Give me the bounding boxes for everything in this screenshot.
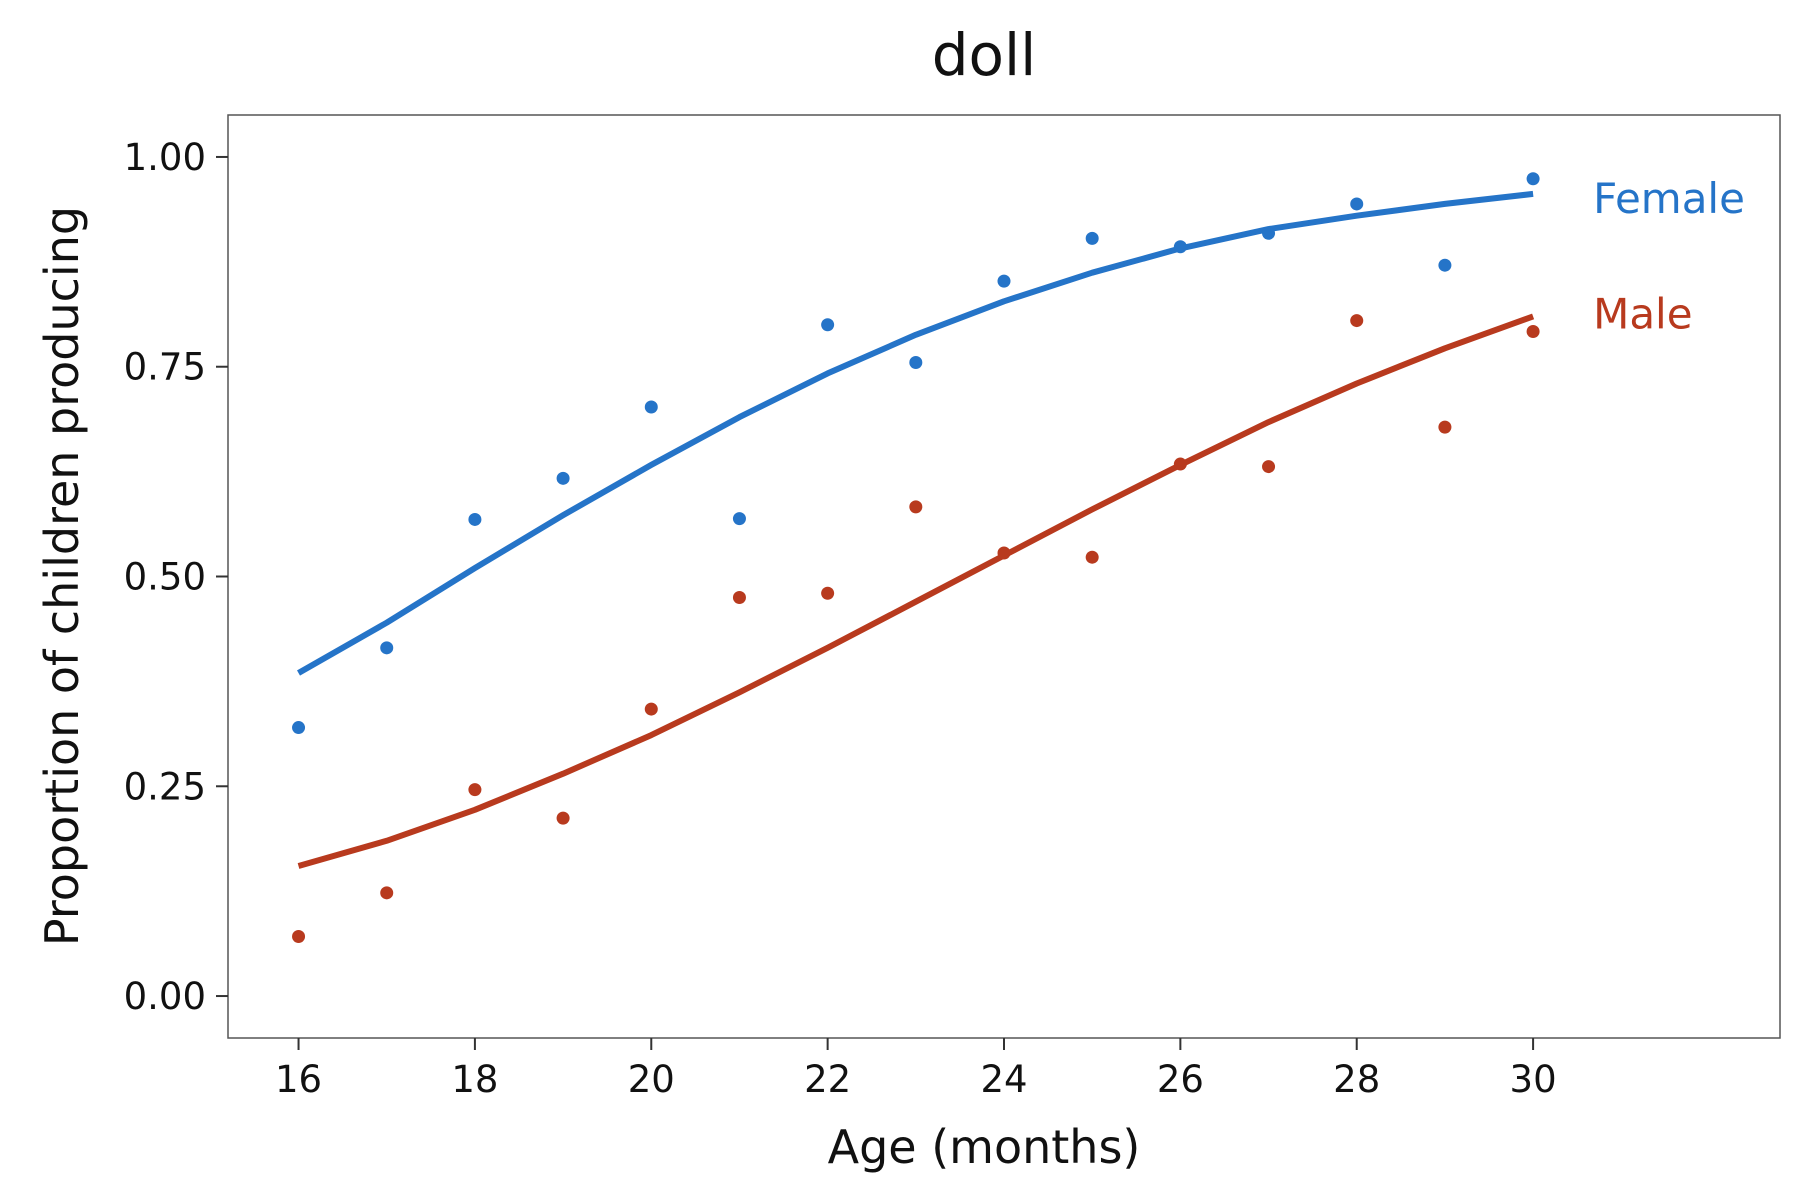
y-tick-label: 0.00	[124, 975, 206, 1018]
female-data-point	[1262, 226, 1276, 240]
male-data-point	[380, 886, 394, 900]
male-data-point	[821, 586, 835, 600]
y-tick-label: 1.00	[124, 136, 206, 179]
y-tick-label: 0.50	[124, 556, 206, 599]
x-tick-label: 16	[275, 1058, 322, 1101]
male-data-point	[909, 500, 923, 514]
male-data-point	[997, 546, 1011, 560]
male-data-point	[1085, 550, 1099, 564]
y-tick-label: 0.75	[124, 346, 206, 389]
female-data-point	[1085, 231, 1099, 245]
female-data-point	[997, 274, 1011, 288]
female-fit-line	[297, 190, 1534, 676]
x-tick-label: 24	[980, 1058, 1027, 1101]
female-data-point	[1173, 240, 1187, 254]
y-axis: 0.00 0.25 0.50 0.75 1.00	[124, 136, 228, 1018]
male-data-point	[644, 702, 658, 716]
male-data-point	[1526, 324, 1540, 338]
male-data-point	[1350, 314, 1364, 328]
x-tick-label: 26	[1157, 1058, 1204, 1101]
y-axis-title: Proportion of children producing	[35, 206, 89, 946]
male-data-point	[556, 811, 570, 825]
male-series-label: Male	[1593, 289, 1692, 338]
x-axis-title: Age (months)	[828, 1120, 1141, 1174]
female-data-point	[1350, 197, 1364, 211]
male-data-point	[1262, 460, 1276, 474]
female-data-point	[732, 512, 746, 526]
x-axis: 16 18 20 22 24 26 28 30	[275, 1038, 1557, 1101]
female-series-label: Female	[1593, 174, 1745, 223]
female-data-point	[1438, 258, 1452, 272]
female-data-point	[556, 471, 570, 485]
x-tick-label: 20	[628, 1058, 675, 1101]
x-tick-label: 28	[1333, 1058, 1380, 1101]
male-data-point	[1173, 457, 1187, 471]
female-data-point	[292, 721, 306, 735]
male-data-point	[292, 929, 306, 943]
x-tick-label: 30	[1510, 1058, 1557, 1101]
male-fit-line	[297, 313, 1535, 869]
female-data-point	[380, 641, 394, 655]
fit-lines	[297, 190, 1535, 869]
female-data-point	[644, 400, 658, 414]
male-data-point	[732, 590, 746, 604]
male-data-point	[1438, 420, 1452, 434]
x-tick-label: 18	[451, 1058, 498, 1101]
x-tick-label: 22	[804, 1058, 851, 1101]
female-data-point	[821, 318, 835, 332]
female-data-point	[468, 512, 482, 526]
series-labels: Female Male	[1593, 174, 1745, 339]
male-data-point	[468, 783, 482, 797]
chart-title: doll	[932, 21, 1037, 89]
female-data-point	[1526, 172, 1540, 186]
y-tick-label: 0.25	[124, 765, 206, 808]
data-points	[292, 172, 1540, 943]
female-data-point	[909, 356, 923, 370]
